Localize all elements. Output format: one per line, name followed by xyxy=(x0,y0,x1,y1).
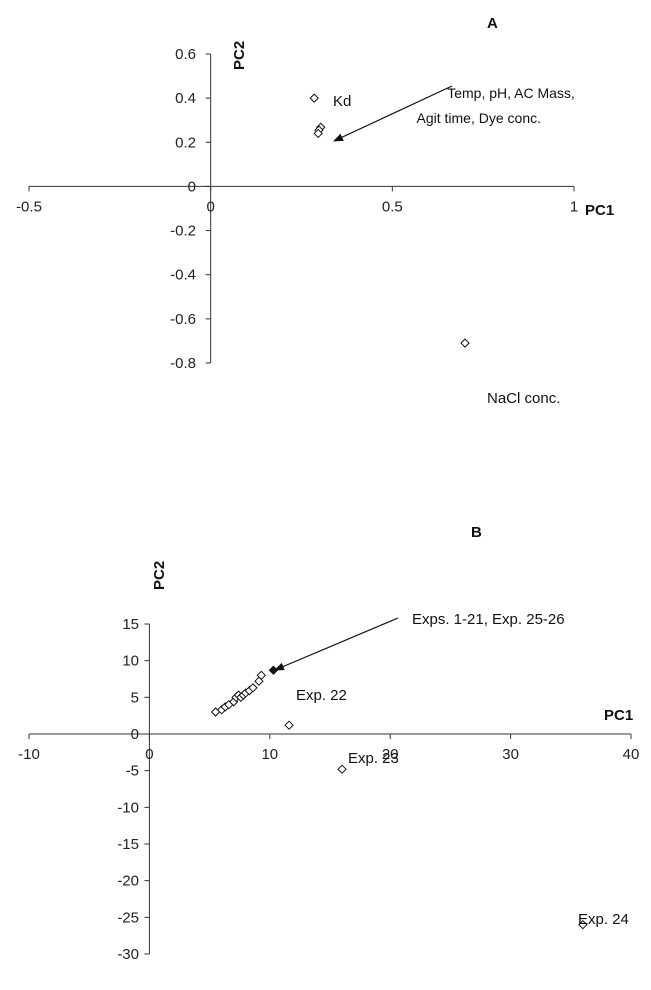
panel-a-annotation-nacl: NaCl conc. xyxy=(487,390,560,407)
panel-a-data-point xyxy=(313,128,323,139)
panel-b-y-tick-label: -5 xyxy=(126,763,139,780)
panel-b-label: B xyxy=(471,524,482,541)
panel-a-y-tick-label: 0.2 xyxy=(175,134,196,151)
panel-b-y-tick-label: -30 xyxy=(117,946,139,963)
panel-b-data-point xyxy=(248,683,258,693)
panel-b-y-tick-label: 15 xyxy=(122,616,139,633)
panel-b-y-tick-label: -10 xyxy=(117,799,139,816)
panel-b-data-point xyxy=(578,919,588,930)
panel-a-y-tick-label: -0.4 xyxy=(170,267,196,284)
panel-b-y-tick-label: -15 xyxy=(117,836,139,853)
panel-a-y-tick-label: -0.8 xyxy=(170,355,196,372)
panel-b-y-tick-label: 10 xyxy=(122,653,139,670)
panel-a-data-point xyxy=(460,338,470,348)
panel-b-data-point xyxy=(256,670,267,681)
panel-b-x-tick-label: -10 xyxy=(18,746,40,763)
panel-b-x-tick-label: 30 xyxy=(502,746,519,763)
panel-a-x-tick-label: 1 xyxy=(570,198,578,215)
panel-b-annotation-exp-22: Exp. 22 xyxy=(296,687,347,704)
panel-b-x-tick-label: 0 xyxy=(145,746,153,763)
panel-b-y-tick-label: -25 xyxy=(117,909,139,926)
panel-a-x-tick-label: -0.5 xyxy=(16,198,42,215)
chart-panel-a: A -0.5 0 0.5 1 0.6 0.4 0.2 0 -0.2 -0.4 -0.6 -0.8 PC… xyxy=(16,15,614,407)
panel-a-x-tick-label: 0.5 xyxy=(382,198,403,215)
panel-b-y-tick-label: 0 xyxy=(131,726,139,743)
panel-b-data-point xyxy=(284,720,294,730)
panel-a-y-tick-label: -0.6 xyxy=(170,311,196,328)
panel-b-y-axis-title: PC2 xyxy=(151,561,168,590)
panel-b-x-axis-title: PC1 xyxy=(604,707,633,724)
chart-panel-b: B -10 0 10 20 30 40 15 10 5 0 -5 -10 -15 -20 -25 -30 PC… xyxy=(18,524,639,963)
panel-b-x-tick-label: 10 xyxy=(261,746,278,763)
panel-b-annotation-exps-1-21: Exps. 1-21, Exp. 25-26 xyxy=(412,611,565,628)
panel-b-annotation-arrow xyxy=(274,617,399,671)
panel-a-x-axis-title: PC1 xyxy=(585,202,614,219)
panel-a-y-tick-label: -0.2 xyxy=(170,223,196,240)
panel-a-x-tick-label: 0 xyxy=(206,198,214,215)
panel-a-label: A xyxy=(487,15,498,32)
panel-b-data-point xyxy=(337,764,347,774)
panel-b-x-tick-label: 40 xyxy=(623,746,640,763)
panel-b-annotation-exp-23: Exp. 23 xyxy=(348,750,399,767)
panel-b-data-point xyxy=(268,665,279,675)
panel-b-y-tick-label: 5 xyxy=(131,689,139,706)
panel-b-x-tick-label: 20 xyxy=(382,746,399,763)
panel-a-annotation-kd: Kd xyxy=(333,93,351,110)
panel-a-y-tick-label: 0.4 xyxy=(175,90,196,107)
panel-a-annotation-params-line2: Agit time, Dye conc. xyxy=(417,110,542,126)
panel-a-y-tick-label: 0.6 xyxy=(175,46,196,63)
panel-a-y-axis-title: PC2 xyxy=(231,41,248,70)
panel-b-annotation-exp-24: Exp. 24 xyxy=(578,911,629,928)
panel-a-data-point xyxy=(309,93,319,103)
panel-a-annotation-params-line1: Temp, pH, AC Mass, xyxy=(447,85,575,101)
panel-b-y-tick-label: -20 xyxy=(117,873,139,890)
panel-a-annotation-arrow xyxy=(333,85,453,142)
panel-a-y-tick-label: 0 xyxy=(188,178,196,195)
